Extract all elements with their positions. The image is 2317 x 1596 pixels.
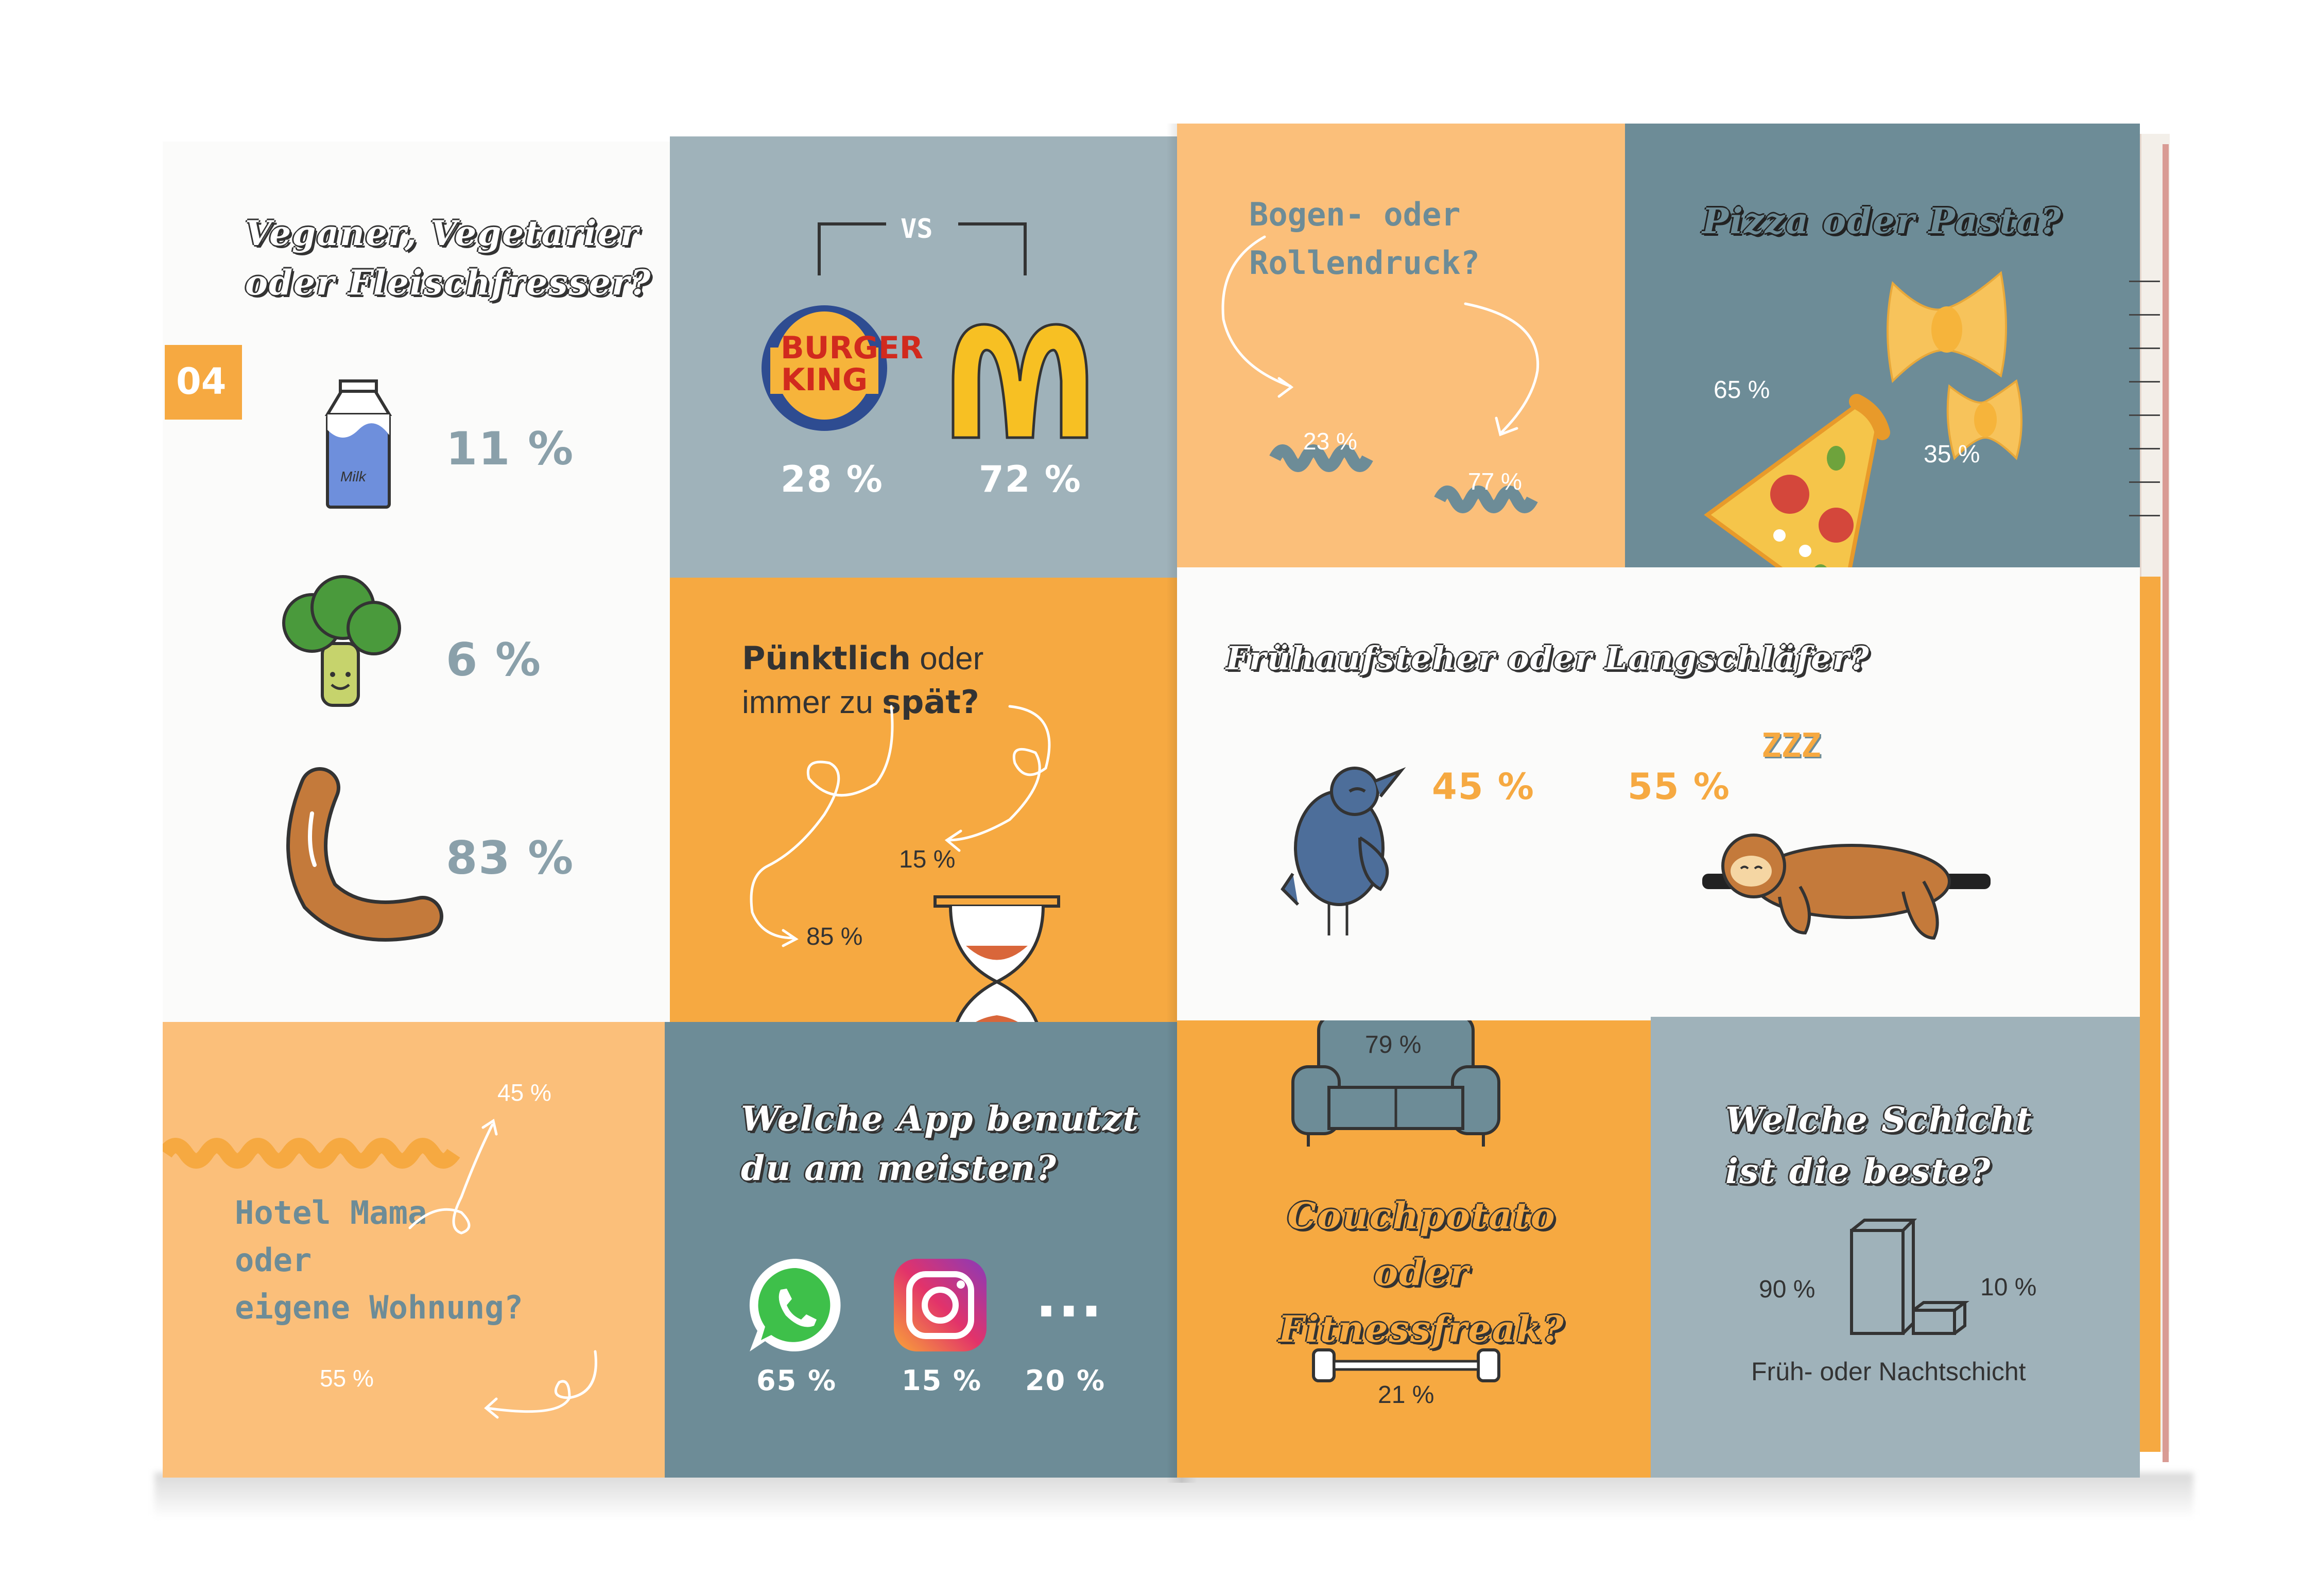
- broccoli-icon: [282, 575, 401, 707]
- edge-line: [2129, 314, 2160, 316]
- shift-night-value: 10 %: [1980, 1274, 2037, 1301]
- fitness-value: 21 %: [1378, 1381, 1434, 1409]
- panel-apps: Welche App benutzt du am meisten? ... 65…: [665, 1022, 1177, 1478]
- burger-king-text: BURGER KING: [781, 330, 924, 398]
- edge-line: [2129, 448, 2160, 449]
- living-question: Hotel Mama oder eigene Wohnung?: [235, 1189, 523, 1331]
- apps-more-icon[interactable]: ...: [1035, 1264, 1103, 1330]
- whatsapp-value: 65 %: [756, 1364, 837, 1397]
- shift-title-line1: Welche Schicht: [1725, 1100, 2033, 1140]
- living-mama-value: 45 %: [497, 1079, 551, 1106]
- fitness-title-line1: Couchpotato: [1287, 1194, 1556, 1237]
- living-own-value: 55 %: [320, 1365, 374, 1392]
- scribble-highlight: [163, 1138, 460, 1169]
- edge-line: [2129, 381, 2160, 383]
- fitness-title: Couchpotato oder Fitnessfreak?: [1226, 1188, 1617, 1358]
- sausage-icon: [286, 767, 443, 942]
- sleep-early-value: 45 %: [1432, 766, 1535, 808]
- print-line2: Rollendruck?: [1249, 244, 1480, 282]
- pasta-icon: [1887, 271, 2022, 460]
- shift-early-value: 90 %: [1759, 1276, 1815, 1303]
- shift-caption: Früh- oder Nachtschicht: [1751, 1357, 2026, 1386]
- page-number: 04: [176, 360, 227, 403]
- panel-shift: Welche Schicht ist die beste? 90 % 10 % …: [1651, 1017, 2140, 1478]
- couch-icon: [1291, 1020, 1500, 1147]
- punctual-arrows: [750, 705, 1051, 947]
- living-line2: oder: [235, 1241, 312, 1279]
- print-rollen-value: 77 %: [1468, 468, 1522, 495]
- mcdonalds-logo: [952, 323, 1088, 439]
- diet-milk-value: 11 %: [446, 422, 575, 475]
- burger-king-logo: [762, 305, 887, 431]
- whatsapp-icon[interactable]: [745, 1254, 848, 1357]
- food-title: Pizza oder Pasta?: [1702, 201, 2062, 242]
- food-pizza-value: 65 %: [1714, 376, 1770, 404]
- print-line1: Bogen- oder: [1249, 196, 1461, 233]
- other-apps-value: 20 %: [1025, 1364, 1106, 1397]
- apps-title: Welche App benutzt du am meisten?: [741, 1094, 1139, 1193]
- diet-title-line1: Veganer, Vegetarier: [245, 213, 639, 253]
- vs-bracket: [818, 222, 1027, 275]
- panel-sleep: Frühaufsteher oder Langschläfer? 45 % 55…: [1177, 567, 2140, 1020]
- diet-title: Veganer, Vegetarier oder Fleischfresser?: [245, 209, 651, 307]
- punctual-question: Pünktlich oder immer zu spät?: [742, 637, 983, 724]
- right-page-orange-edge: [2140, 577, 2160, 1452]
- panel-diet: Veganer, Vegetarier oder Fleischfresser?…: [163, 142, 670, 1022]
- hourglass-icon: [933, 895, 1060, 1022]
- punctual-ontime-value: 85 %: [806, 923, 863, 950]
- apps-title-line2: du am meisten?: [741, 1148, 1057, 1188]
- shift-title: Welche Schicht ist die beste?: [1725, 1094, 2033, 1197]
- page-shadow: [154, 1472, 2193, 1519]
- living-line1: Hotel Mama: [235, 1194, 427, 1231]
- shift-title-line2: ist die beste?: [1725, 1151, 1992, 1191]
- sleep-title: Frühaufsteher oder Langschläfer?: [1226, 639, 1870, 677]
- print-arrows: [1221, 235, 1540, 437]
- sleep-late-value: 55 %: [1628, 766, 1731, 808]
- milk-label: Milk: [340, 469, 367, 484]
- edge-line: [2129, 414, 2160, 416]
- edge-line: [2129, 481, 2160, 483]
- diet-broccoli-value: 6 %: [446, 633, 542, 686]
- dumbbell-icon: [1312, 1348, 1500, 1382]
- print-question: Bogen- oder Rollendruck?: [1249, 190, 1480, 287]
- bird-icon: [1281, 767, 1406, 935]
- punctual-late-word: spät?: [882, 683, 979, 721]
- panel-fastfood: VS BURGER KING 28 % 72 %: [670, 136, 1177, 578]
- edge-line: [2129, 348, 2160, 349]
- burger-king-value: 28 %: [781, 458, 884, 500]
- sloth-icon: [1702, 834, 1991, 940]
- vs-label: VS: [901, 214, 933, 245]
- print-bogen-value: 23 %: [1303, 428, 1357, 455]
- zzz-icon: ZZZ: [1761, 727, 1821, 765]
- print-scribbles: [1269, 444, 1538, 513]
- punctual-always: immer zu: [742, 685, 883, 720]
- punctual-or: oder: [910, 641, 984, 676]
- mcdonalds-value: 72 %: [979, 458, 1082, 500]
- panel-food: Pizza oder Pasta? 65 % 35 %: [1625, 124, 2140, 567]
- food-pasta-value: 35 %: [1924, 441, 1980, 468]
- fitness-title-line2: oder Fitnessfreak?: [1278, 1251, 1565, 1350]
- diet-sausage-value: 83 %: [446, 831, 575, 884]
- punctual-late-value: 15 %: [899, 846, 956, 873]
- diet-title-line2: oder Fleischfresser?: [245, 263, 652, 303]
- shift-bars: [1850, 1219, 1969, 1335]
- punctual-word: Pünktlich: [742, 639, 911, 677]
- panel-print: Bogen- oder Rollendruck? 23 % 77 %: [1177, 124, 1625, 567]
- panel-punctual: Pünktlich oder immer zu spät? 15 % 85 %: [670, 578, 1177, 1022]
- apps-title-line1: Welche App benutzt: [741, 1099, 1139, 1139]
- instagram-value: 15 %: [902, 1364, 982, 1397]
- living-line3: eigene Wohnung?: [235, 1289, 523, 1326]
- right-page-red-edge: [2163, 144, 2169, 1462]
- milk-carton-icon: Milk: [324, 379, 392, 509]
- couch-value: 79 %: [1365, 1031, 1422, 1059]
- panel-living: Hotel Mama oder eigene Wohnung? 45 % 55 …: [163, 1022, 665, 1478]
- living-arrows: [408, 1118, 597, 1419]
- instagram-icon[interactable]: [891, 1256, 989, 1354]
- panel-fitness: 79 % Couchpotato oder Fitnessfreak? 21 %: [1177, 1020, 1651, 1478]
- edge-line: [2129, 281, 2160, 282]
- edge-line: [2129, 515, 2160, 516]
- pizza-slice-icon: [1704, 394, 1890, 567]
- page-number-badge: 04: [165, 345, 242, 420]
